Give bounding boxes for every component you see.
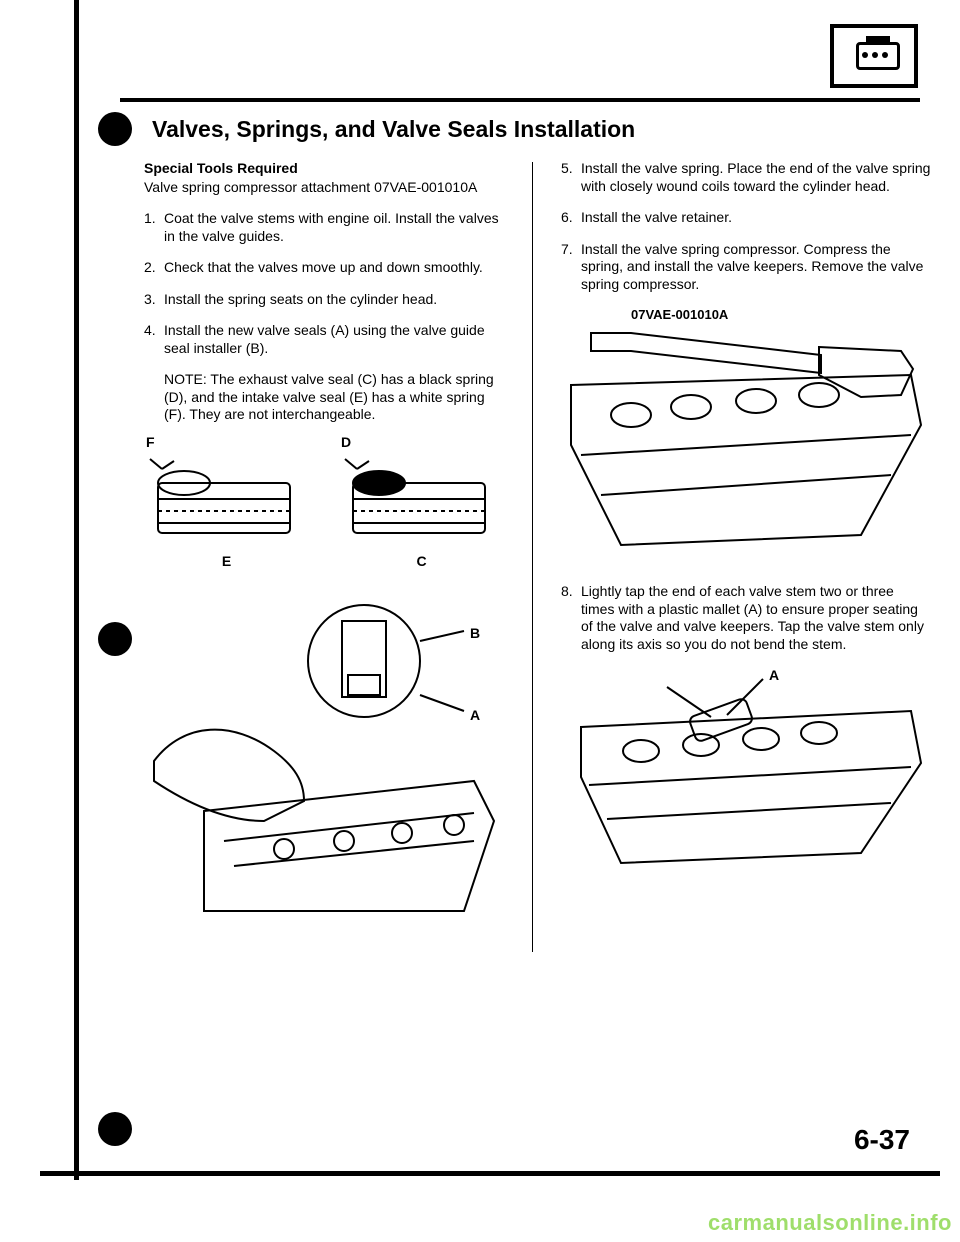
right-steps-cont: 8. Lightly tap the end of each valve ste… [561, 583, 931, 653]
right-steps: 5. Install the valve spring. Place the e… [561, 160, 931, 293]
step-number: 2. [144, 259, 164, 277]
figure-label: F [144, 434, 309, 452]
step-item: 3. Install the spring seats on the cylin… [144, 291, 504, 309]
engine-icon [830, 24, 918, 88]
step-text: Install the valve spring compressor. Com… [581, 241, 931, 294]
valve-seal-left-drawing [144, 451, 304, 551]
note-text: NOTE: The exhaust valve seal (C) has a b… [164, 371, 504, 424]
step-number: 7. [561, 241, 581, 294]
left-column: Special Tools Required Valve spring comp… [144, 160, 504, 952]
installer-drawing [144, 591, 504, 921]
figure-label: A [470, 707, 480, 725]
compressor-drawing [561, 325, 931, 555]
page-number: 6-37 [854, 1124, 910, 1156]
step-number: 5. [561, 160, 581, 195]
figure-label: A [769, 667, 779, 685]
figure-label: C [339, 553, 504, 571]
step-text: Lightly tap the end of each valve stem t… [581, 583, 931, 653]
step-item: 5. Install the valve spring. Place the e… [561, 160, 931, 195]
step-text: Coat the valve stems with engine oil. In… [164, 210, 504, 245]
step-number: 8. [561, 583, 581, 653]
figure-installer: B A [144, 591, 504, 921]
step-text: Install the new valve seals (A) using th… [164, 322, 504, 357]
figure-mallet: A [561, 667, 931, 867]
watermark: carmanualsonline.info [708, 1210, 952, 1236]
section-bullet-icon [98, 1112, 132, 1146]
step-number: 1. [144, 210, 164, 245]
step-item: 8. Lightly tap the end of each valve ste… [561, 583, 931, 653]
column-divider [532, 162, 533, 952]
page-frame: Valves, Springs, and Valve Seals Install… [40, 0, 940, 1180]
figure-label: D [339, 434, 504, 452]
valve-seal-right-drawing [339, 451, 499, 551]
step-item: 1. Coat the valve stems with engine oil.… [144, 210, 504, 245]
tool-part-number: 07VAE-001010A [631, 307, 931, 323]
left-steps: 1. Coat the valve stems with engine oil.… [144, 210, 504, 357]
step-item: 4. Install the new valve seals (A) using… [144, 322, 504, 357]
top-rule [120, 98, 920, 102]
page-title: Valves, Springs, and Valve Seals Install… [152, 116, 635, 143]
bottom-rule [40, 1171, 940, 1176]
right-column: 5. Install the valve spring. Place the e… [561, 160, 931, 952]
step-text: Install the spring seats on the cylinder… [164, 291, 504, 309]
step-item: 2. Check that the valves move up and dow… [144, 259, 504, 277]
figure-label: E [144, 553, 309, 571]
step-number: 6. [561, 209, 581, 227]
content-columns: Special Tools Required Valve spring comp… [144, 160, 910, 952]
step-item: 6. Install the valve retainer. [561, 209, 931, 227]
mallet-drawing [561, 667, 931, 867]
figure-label: B [470, 625, 480, 643]
step-number: 4. [144, 322, 164, 357]
section-bullet-icon [98, 112, 132, 146]
step-item: 7. Install the valve spring compressor. … [561, 241, 931, 294]
figure-valve-seals: F E D [144, 434, 504, 571]
step-text: Install the valve spring. Place the end … [581, 160, 931, 195]
section-bullet-icon [98, 622, 132, 656]
tools-line: Valve spring compressor attachment 07VAE… [144, 179, 504, 197]
left-rule [74, 0, 79, 1180]
step-number: 3. [144, 291, 164, 309]
tools-heading: Special Tools Required [144, 160, 504, 178]
step-text: Install the valve retainer. [581, 209, 931, 227]
step-text: Check that the valves move up and down s… [164, 259, 504, 277]
